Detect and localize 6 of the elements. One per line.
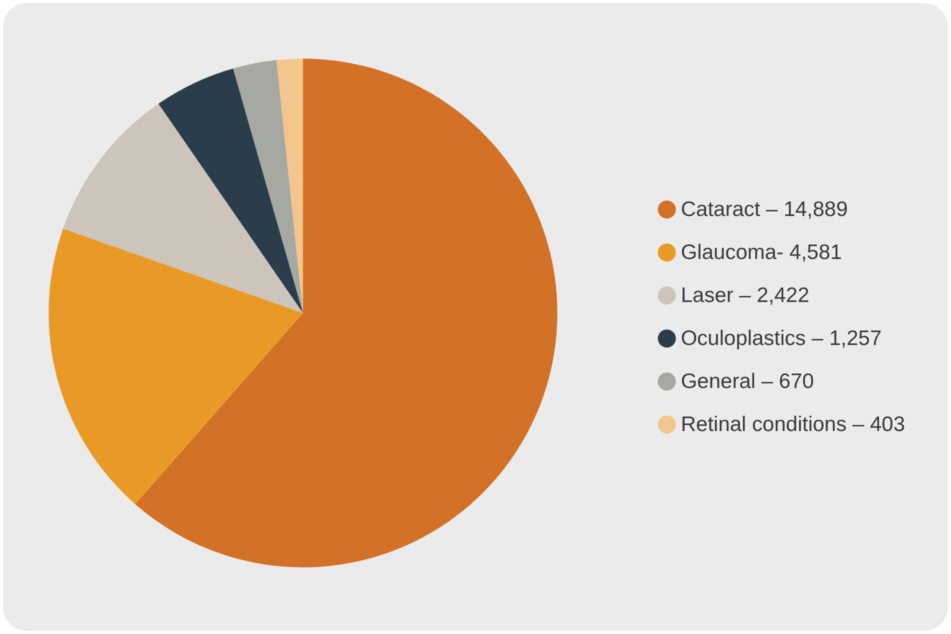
legend-label: Oculoplastics – 1,257 <box>680 327 882 350</box>
legend-label: General – 670 <box>680 370 814 393</box>
legend-label: Retinal conditions – 403 <box>680 413 906 436</box>
legend-label: Cataract – 14,889 <box>680 198 848 221</box>
legend-label: Glaucoma- 4,581 <box>680 241 842 264</box>
legend-label: Laser – 2,422 <box>680 284 810 307</box>
